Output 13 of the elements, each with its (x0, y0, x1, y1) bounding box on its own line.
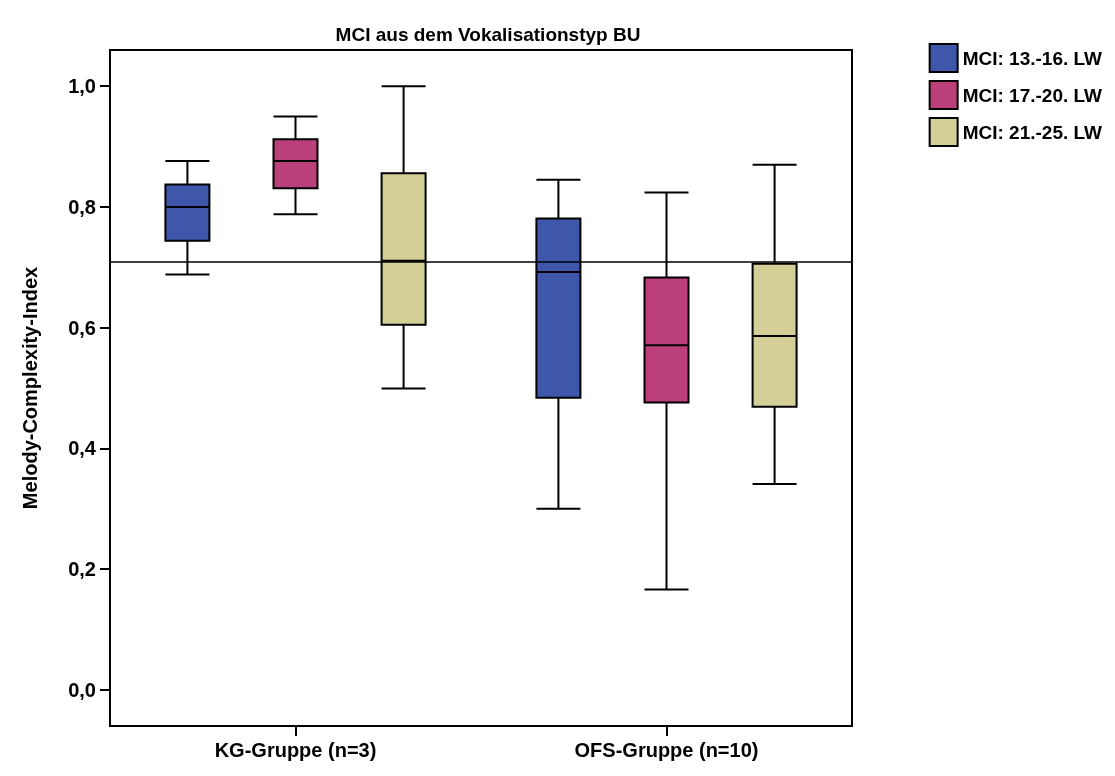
legend-label: MCI: 17.-20. LW (962, 84, 1103, 106)
x-tick-label: KG-Gruppe (n=3) (214, 739, 377, 761)
y-tick-label: 0,2 (68, 558, 96, 581)
legend-label: MCI: 21.-25. LW (962, 121, 1103, 143)
legend-label: MCI: 13.-16. LW (962, 47, 1103, 69)
y-tick-label: 0,4 (68, 437, 97, 460)
chart-title: MCI aus dem Vokalisationstyp BU (335, 24, 641, 45)
x-tick-label: OFS-Gruppe (n=10) (574, 739, 759, 761)
y-tick-label: 0,6 (68, 316, 96, 339)
y-axis-title: Melody-Complexity-Index (19, 266, 41, 510)
y-tick-label: 0,8 (68, 195, 96, 218)
y-tick-label: 0,0 (68, 678, 96, 701)
y-tick-label: 1,0 (68, 75, 96, 98)
